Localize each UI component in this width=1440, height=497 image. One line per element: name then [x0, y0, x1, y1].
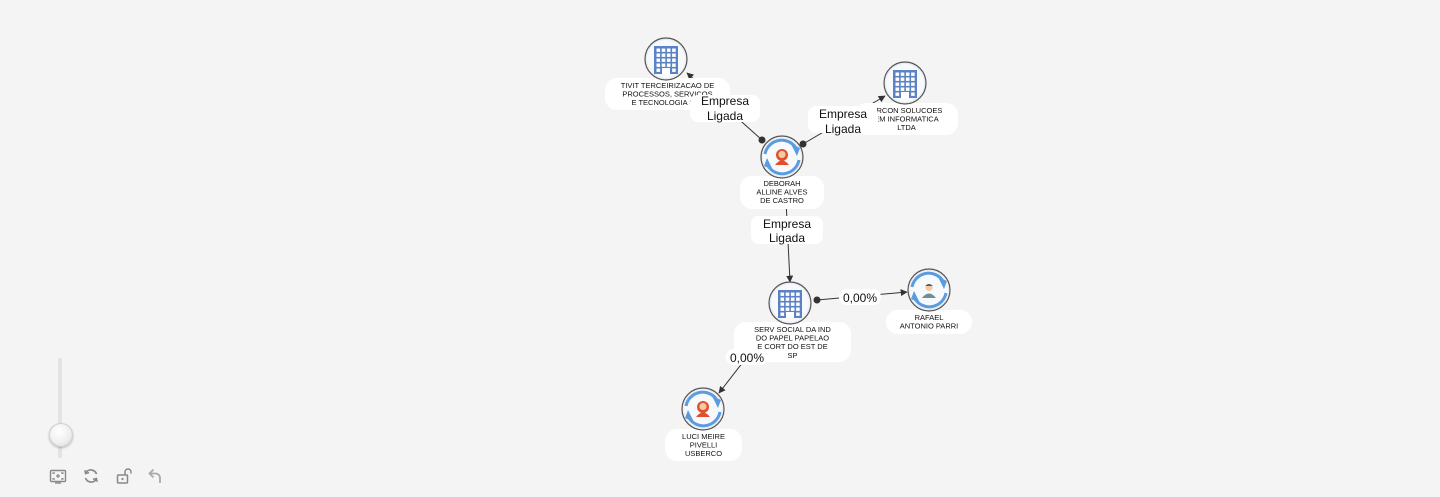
unlock-icon[interactable]	[114, 466, 134, 486]
node-label-line: SP	[787, 351, 797, 360]
node-label-line: SERV SOCIAL DA IND	[754, 325, 831, 334]
edge-source-dot	[799, 140, 807, 148]
node-label-line: GRCON SOLUCOES	[871, 106, 943, 115]
node-label-background	[886, 310, 972, 334]
edge-label-background	[751, 216, 823, 244]
female-person-icon	[681, 387, 725, 431]
edge-label-background	[726, 349, 768, 365]
node-label-line: LTDA	[897, 123, 916, 132]
building-icon	[883, 61, 927, 105]
node-label-background	[740, 176, 824, 209]
node-label-line: EM INFORMATICA	[874, 115, 938, 124]
node-label-line: USBERCO	[685, 449, 722, 458]
node-label-line: ALLINE ALVES	[756, 188, 807, 197]
edge-label-line: Empresa	[763, 217, 811, 231]
zoom-slider-track[interactable]	[58, 358, 62, 458]
edge-label-line: Empresa	[819, 107, 867, 121]
node-label-line: DE CASTRO	[760, 196, 804, 205]
edge-label-serv-rafael: 0,00%	[839, 289, 881, 305]
building-icon	[768, 281, 812, 325]
refresh-icon[interactable]	[81, 466, 101, 486]
edge-label-serv-luci: 0,00%	[726, 349, 768, 365]
edge-label-line: Ligada	[769, 231, 805, 245]
edge-label-line: 0,00%	[730, 351, 764, 365]
node-label-line: TIVIT TERCEIRIZACAO DE	[621, 81, 715, 90]
building-icon	[644, 37, 688, 81]
node-label-line: PIVELLI	[690, 441, 718, 450]
edge-source-dot	[813, 296, 821, 304]
edge-label-line: Ligada	[707, 109, 743, 123]
node-label-line: E CORT DO EST DE	[757, 342, 827, 351]
node-label-background	[855, 103, 958, 135]
node-label-line: LUCI MEIRE	[682, 432, 725, 441]
node-label-line: DO PAPEL PAPELAO	[756, 334, 829, 343]
node-label-background	[665, 429, 742, 461]
undo-icon[interactable]	[145, 466, 165, 486]
node-label-line: PROCESSOS, SERVICOS	[622, 90, 712, 99]
edge-source-dot	[758, 136, 766, 144]
edge-label-line: Ligada	[825, 122, 861, 136]
edge-label-background	[808, 106, 878, 133]
edge-label-background	[839, 289, 881, 305]
edge-label-line: 0,00%	[843, 291, 877, 305]
fit-screen-icon[interactable]	[48, 466, 68, 486]
node-label-line: RAFAEL	[915, 313, 944, 322]
node-label-line: E TECNOLOGIA S.A.	[632, 98, 704, 107]
node-label-line: DEBORAH	[763, 179, 800, 188]
zoom-slider-thumb[interactable]	[49, 423, 73, 447]
female-person-icon	[760, 135, 804, 179]
node-label-line: ANTONIO PARRI	[900, 322, 958, 331]
edge-label-line: Empresa	[701, 94, 749, 108]
edge-label-background	[690, 95, 760, 122]
male-person-icon	[907, 268, 951, 312]
